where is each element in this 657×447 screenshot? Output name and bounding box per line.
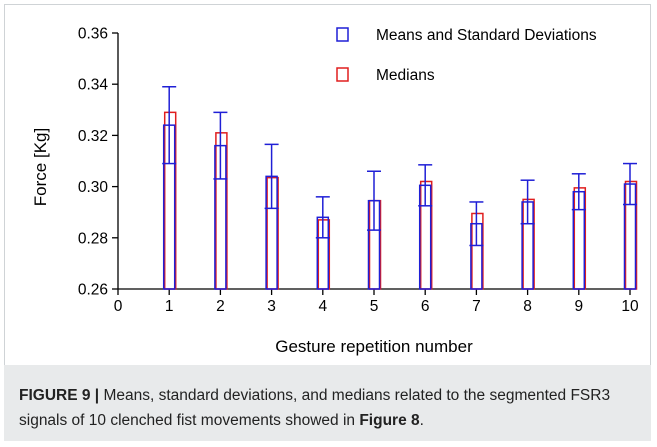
caption-label: FIGURE 9 | (19, 387, 100, 404)
legend-label-means: Means and Standard Deviations (376, 27, 597, 44)
y-tick-label: 0.30 (78, 179, 109, 196)
x-tick-label: 2 (216, 298, 225, 315)
y-tick-label: 0.34 (78, 77, 109, 94)
median-bars (163, 111, 638, 290)
axes (112, 32, 632, 295)
x-tick-label: 4 (318, 298, 327, 315)
y-tick-label: 0.26 (78, 282, 108, 299)
figure-caption: FIGURE 9 | Means, standard deviations, a… (4, 365, 651, 441)
x-tick-label: 7 (472, 298, 481, 315)
caption-text: Means, standard deviations, and medians … (19, 387, 611, 429)
legend-label-medians: Medians (376, 67, 435, 84)
y-tick-label: 0.28 (78, 230, 108, 247)
legend-swatch-medians (336, 67, 349, 82)
caption-figure-ref: Figure 8 (359, 412, 420, 429)
y-axis-label: Force [Kg] (31, 128, 50, 206)
x-tick-label: 8 (523, 298, 532, 315)
x-tick-label: 6 (421, 298, 430, 315)
legend: Means and Standard Deviations Medians (336, 27, 597, 84)
x-axis-label: Gesture repetition number (275, 337, 473, 356)
tick-labels: 0.26 0.28 0.30 0.32 0.34 0.36 0 1 2 3 4 5 6 7 8 9 10 (78, 26, 639, 316)
x-tick-label: 9 (574, 298, 583, 315)
caption-end: . (419, 412, 424, 429)
legend-swatch-means (336, 27, 349, 42)
x-tick-label: 10 (621, 298, 639, 315)
x-tick-label: 0 (114, 298, 123, 315)
x-tick-label: 1 (165, 298, 174, 315)
y-tick-label: 0.32 (78, 128, 108, 145)
x-tick-label: 5 (370, 298, 379, 315)
x-tick-label: 3 (267, 298, 276, 315)
y-tick-label: 0.36 (78, 26, 108, 43)
error-bars (162, 86, 637, 247)
mean-bars (162, 124, 637, 290)
chart: 0.26 0.28 0.30 0.32 0.34 0.36 0 1 2 3 4 5 6 7 8 9 10 For… (31, 26, 639, 357)
